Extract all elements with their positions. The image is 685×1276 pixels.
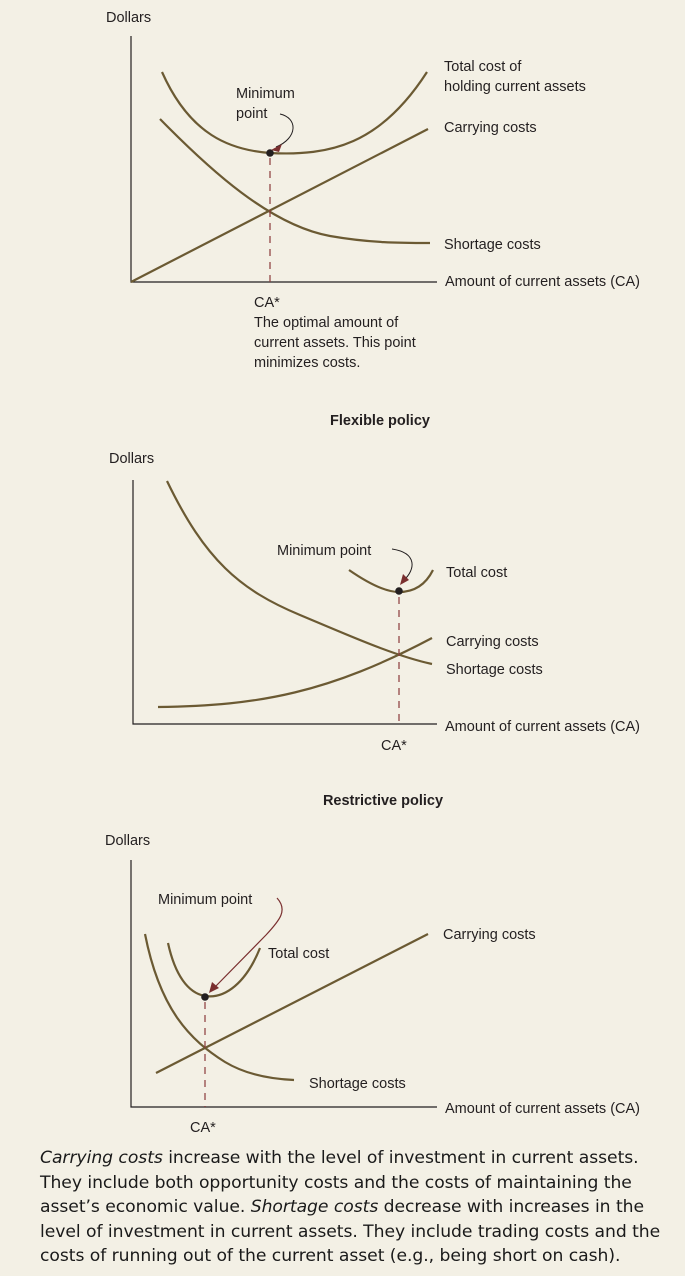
total-cost-label-line2: holding current assets: [444, 79, 586, 95]
minimum-label-line1: Minimum: [236, 86, 295, 102]
axes: [130, 860, 437, 1108]
y-axis-label: Dollars: [105, 833, 150, 849]
diagram-general: Dollars Minimum point Total cost of hold…: [106, 10, 640, 371]
total-cost-curve: [160, 71, 428, 155]
arrow-head: [271, 144, 282, 152]
total-cost-label: Total cost: [268, 946, 329, 962]
x-axis-label: Amount of current assets (CA): [445, 719, 640, 735]
axes: [130, 36, 437, 283]
diagrams-canvas: Dollars Minimum point Total cost of hold…: [105, 10, 640, 1136]
shortage-costs-term: Shortage costs: [250, 1197, 379, 1218]
shortage-costs-label: Shortage costs: [446, 662, 543, 678]
total-cost-label: Total cost: [446, 565, 507, 581]
minimum-point-marker: [395, 587, 403, 595]
shortage-cost-curve: [166, 480, 433, 666]
shortage-costs-description: decrease with increases in the level of …: [40, 1197, 661, 1267]
arrow-head: [209, 982, 219, 993]
minimum-point-label: Minimum point: [158, 892, 252, 908]
shortage-cost-curve: [143, 933, 295, 1082]
arrow-head: [400, 574, 409, 585]
carrying-costs-label: Carrying costs: [446, 634, 539, 650]
optimal-note-line1: The optimal amount of: [254, 315, 399, 331]
carrying-costs-label: Carrying costs: [444, 120, 537, 136]
shortage-cost-curve: [159, 118, 431, 245]
minimum-point-arrow: [212, 897, 283, 990]
shortage-costs-label: Shortage costs: [444, 237, 541, 253]
carrying-costs-term: Carrying costs: [40, 1148, 163, 1168]
caption: Carrying costs increase with the level o…: [40, 1146, 685, 1269]
minimum-point-marker: [201, 993, 209, 1001]
diagram-restrictive-policy: Restrictive policy Dollars Minimum point…: [105, 793, 640, 1136]
minimum-label-line2: point: [236, 106, 267, 122]
carrying-costs-label: Carrying costs: [443, 927, 536, 943]
minimum-point-label: Minimum point: [277, 543, 371, 559]
x-axis-label: Amount of current assets (CA): [445, 274, 640, 290]
x-axis-label: Amount of current assets (CA): [445, 1101, 640, 1117]
carrying-cost-curve: [130, 128, 429, 283]
diagram-flexible-policy: Flexible policy Dollars Minimum point To…: [109, 413, 640, 754]
flexible-policy-title: Flexible policy: [330, 413, 430, 429]
optimal-note-line2: current assets. This point: [254, 335, 416, 351]
ca-star-label: CA*: [254, 295, 280, 311]
carrying-cost-curve: [155, 933, 429, 1074]
total-cost-label-line1: Total cost of: [444, 59, 522, 75]
total-cost-curve: [348, 569, 434, 594]
minimum-point-marker: [266, 149, 274, 157]
carrying-cost-curve: [157, 637, 433, 709]
axes: [132, 480, 437, 725]
optimal-note-line3: minimizes costs.: [254, 355, 360, 371]
shortage-costs-label: Shortage costs: [309, 1076, 406, 1092]
ca-star-label: CA*: [190, 1120, 216, 1136]
carrying-costs-description: increase with the level of investment in…: [40, 1148, 639, 1218]
minimum-point-arrow: [391, 548, 413, 581]
y-axis-label: Dollars: [106, 10, 151, 26]
minimum-point-arrow: [275, 113, 294, 148]
ca-star-label: CA*: [381, 738, 407, 754]
restrictive-policy-title: Restrictive policy: [323, 793, 443, 809]
y-axis-label: Dollars: [109, 451, 154, 467]
